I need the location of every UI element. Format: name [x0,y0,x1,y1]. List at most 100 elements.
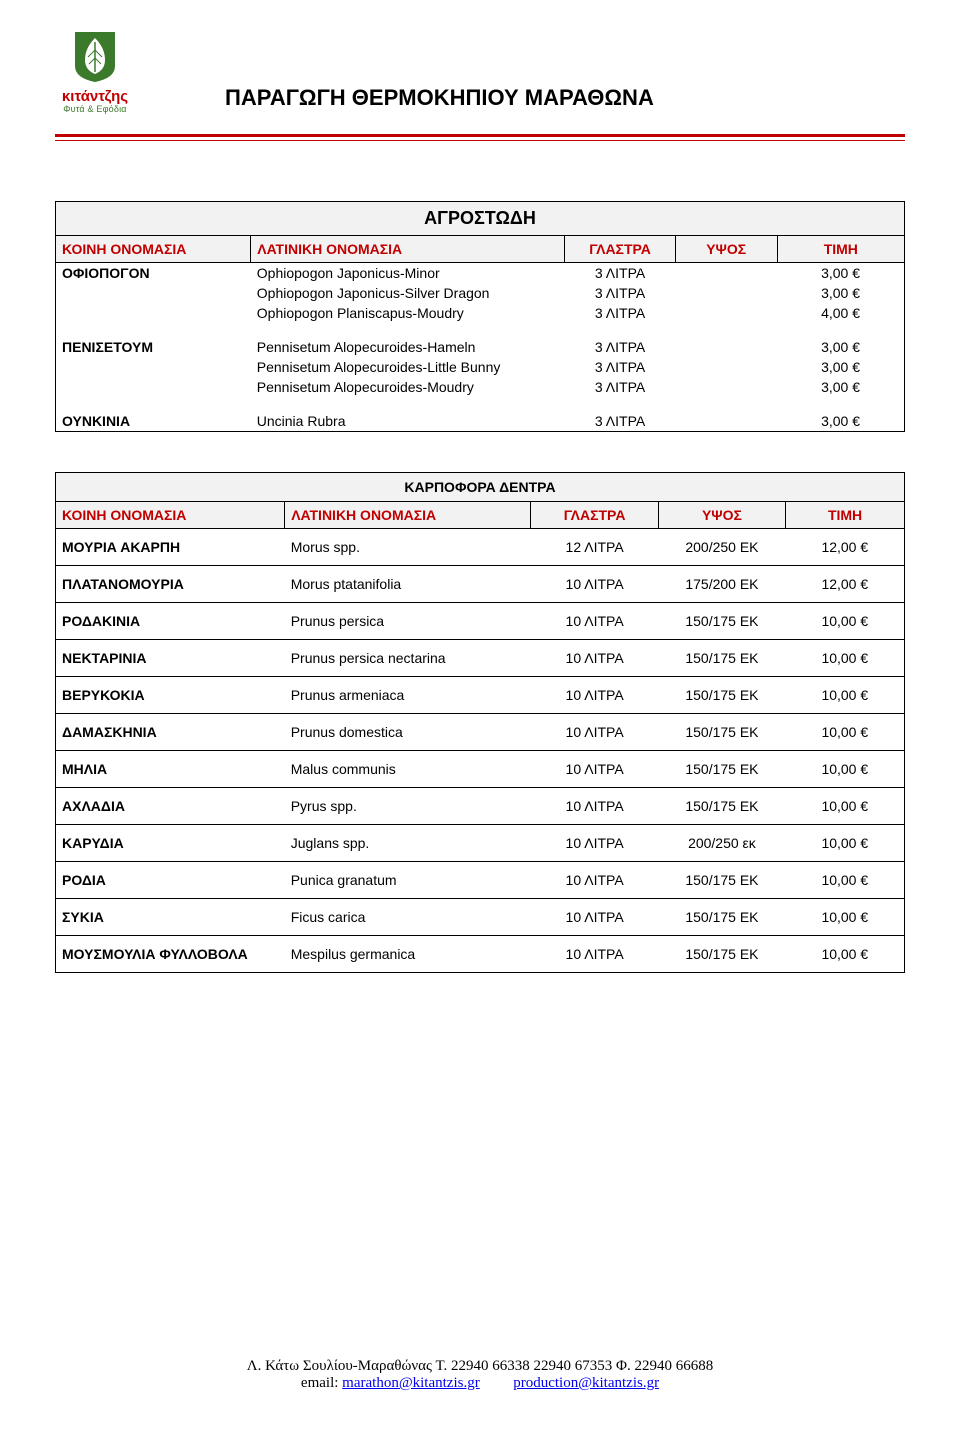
height [675,411,777,432]
pot-size: 10 ΛΙΤΡΑ [531,603,658,640]
common-name: ΜΟΥΣΜΟΥΛΙΑ ΦΥΛΛΟΒΟΛΑ [56,936,285,973]
height [675,283,777,303]
height: 150/175 ΕΚ [658,751,785,788]
section-title: ΚΑΡΠΟΦΟΡΑ ΔΕΝΤΡΑ [56,473,905,502]
height: 150/175 ΕΚ [658,862,785,899]
table-row: ΡΟΔΑΚΙΝΙΑPrunus persica10 ΛΙΤΡΑ150/175 Ε… [56,603,905,640]
common-name: ΠΛΑΤΑΝΟΜΟΥΡΙΑ [56,566,285,603]
logo-brand: κιτάντζης [55,89,135,104]
table-row: ΝΕΚΤΑΡΙΝΙΑPrunus persica nectarina10 ΛΙΤ… [56,640,905,677]
price: 10,00 € [786,603,905,640]
latin-name: Morus ptatanifolia [285,566,531,603]
height [675,263,777,284]
latin-name: Ophiopogon Japonicus-Silver Dragon [251,283,565,303]
pot-size: 10 ΛΙΤΡΑ [531,825,658,862]
group-name-empty [56,283,251,303]
pot-size: 12 ΛΙΤΡΑ [531,529,658,566]
height [675,357,777,377]
pot-size: 3 ΛΙΤΡΑ [565,357,675,377]
latin-name: Uncinia Rubra [251,411,565,432]
height: 175/200 ΕΚ [658,566,785,603]
group-name: ΟΦΙΟΠΟΓΟΝ [56,263,251,284]
price: 10,00 € [786,677,905,714]
pot-size: 10 ΛΙΤΡΑ [531,862,658,899]
common-name: ΜΟΥΡΙΑ ΑΚΑΡΠΗ [56,529,285,566]
section-agrostodi: ΑΓΡΟΣΤΩΔΗ ΚΟΙΝΗ ΟΝΟΜΑΣΙΑΛΑΤΙΝΙΚΗ ΟΝΟΜΑΣΙ… [55,201,905,432]
pot-size: 3 ΛΙΤΡΑ [565,337,675,357]
price: 12,00 € [786,529,905,566]
footer-email-1[interactable]: marathon@kitantzis.gr [342,1375,480,1391]
pot-size: 3 ΛΙΤΡΑ [565,283,675,303]
pot-size: 10 ΛΙΤΡΑ [531,936,658,973]
price: 10,00 € [786,936,905,973]
latin-name: Morus spp. [285,529,531,566]
group-name: ΟΥΝΚΙΝΙΑ [56,411,251,432]
height: 150/175 ΕΚ [658,714,785,751]
height [675,303,777,323]
common-name: ΣΥΚΙΑ [56,899,285,936]
header-rule [55,134,905,141]
table-row: ΠΛΑΤΑΝΟΜΟΥΡΙΑMorus ptatanifolia10 ΛΙΤΡΑ1… [56,566,905,603]
latin-name: Pennisetum Alopecuroides-Moudry [251,377,565,397]
price: 3,00 € [777,283,904,303]
price: 12,00 € [786,566,905,603]
price: 10,00 € [786,825,905,862]
pot-size: 10 ΛΙΤΡΑ [531,899,658,936]
section-karpofora: ΚΑΡΠΟΦΟΡΑ ΔΕΝΤΡΑ ΚΟΙΝΗ ΟΝΟΜΑΣΙΑΛΑΤΙΝΙΚΗ … [55,472,905,973]
height: 200/250 εκ [658,825,785,862]
footer-email-2[interactable]: production@kitantzis.gr [513,1375,659,1391]
col-header: ΚΟΙΝΗ ΟΝΟΜΑΣΙΑ [56,502,285,529]
pot-size: 3 ΛΙΤΡΑ [565,303,675,323]
latin-name: Malus communis [285,751,531,788]
table-row: ΜΟΥΡΙΑ ΑΚΑΡΠΗMorus spp.12 ΛΙΤΡΑ200/250 Ε… [56,529,905,566]
height: 200/250 ΕΚ [658,529,785,566]
pot-size: 10 ΛΙΤΡΑ [531,714,658,751]
latin-name: Mespilus germanica [285,936,531,973]
table-agrostodi: ΑΓΡΟΣΤΩΔΗ ΚΟΙΝΗ ΟΝΟΜΑΣΙΑΛΑΤΙΝΙΚΗ ΟΝΟΜΑΣΙ… [55,201,905,432]
price: 10,00 € [786,640,905,677]
height: 150/175 ΕΚ [658,788,785,825]
footer-email-label: email: [301,1375,339,1391]
common-name: ΡΟΔΙΑ [56,862,285,899]
pot-size: 3 ΛΙΤΡΑ [565,377,675,397]
height: 150/175 ΕΚ [658,603,785,640]
pot-size: 10 ΛΙΤΡΑ [531,751,658,788]
col-header: ΥΨΟΣ [658,502,785,529]
table-row: ΜΟΥΣΜΟΥΛΙΑ ΦΥΛΛΟΒΟΛΑMespilus germanica10… [56,936,905,973]
height: 150/175 ΕΚ [658,936,785,973]
price: 10,00 € [786,788,905,825]
height: 150/175 ΕΚ [658,677,785,714]
pot-size: 3 ΛΙΤΡΑ [565,263,675,284]
height: 150/175 ΕΚ [658,640,785,677]
page-title: ΠΑΡΑΓΩΓΗ ΘΕΡΜΟΚΗΠΙΟΥ ΜΑΡΑΘΩΝΑ [225,85,654,111]
pot-size: 3 ΛΙΤΡΑ [565,411,675,432]
latin-name: Prunus persica [285,603,531,640]
height [675,337,777,357]
footer-address: Λ. Κάτω Σουλίου-Μαραθώνας Τ. 22940 66338… [0,1358,960,1375]
pot-size: 10 ΛΙΤΡΑ [531,788,658,825]
latin-name: Ophiopogon Planiscapus-Moudry [251,303,565,323]
price: 3,00 € [777,377,904,397]
price: 10,00 € [786,714,905,751]
price: 10,00 € [786,899,905,936]
table-row: ΒΕΡΥΚΟΚΙΑPrunus armeniaca10 ΛΙΤΡΑ150/175… [56,677,905,714]
latin-name: Pennisetum Alopecuroides-Hameln [251,337,565,357]
col-header: ΤΙΜΗ [786,502,905,529]
price: 4,00 € [777,303,904,323]
table-row: ΑΧΛΑΔΙΑPyrus spp.10 ΛΙΤΡΑ150/175 ΕΚ10,00… [56,788,905,825]
table-row: ΡΟΔΙΑPunica granatum10 ΛΙΤΡΑ150/175 ΕΚ10… [56,862,905,899]
common-name: ΝΕΚΤΑΡΙΝΙΑ [56,640,285,677]
latin-name: Ficus carica [285,899,531,936]
table-row: ΚΑΡΥΔΙΑJuglans spp.10 ΛΙΤΡΑ200/250 εκ10,… [56,825,905,862]
col-header: ΥΨΟΣ [675,236,777,263]
common-name: ΚΑΡΥΔΙΑ [56,825,285,862]
table-karpofora: ΚΑΡΠΟΦΟΡΑ ΔΕΝΤΡΑ ΚΟΙΝΗ ΟΝΟΜΑΣΙΑΛΑΤΙΝΙΚΗ … [55,472,905,973]
latin-name: Prunus armeniaca [285,677,531,714]
section-title: ΑΓΡΟΣΤΩΔΗ [56,202,905,236]
table-row: ΜΗΛΙΑMalus communis10 ΛΙΤΡΑ150/175 ΕΚ10,… [56,751,905,788]
latin-name: Juglans spp. [285,825,531,862]
group-name-empty [56,377,251,397]
group-name-empty [56,357,251,377]
group-name-empty [56,303,251,323]
price: 3,00 € [777,411,904,432]
